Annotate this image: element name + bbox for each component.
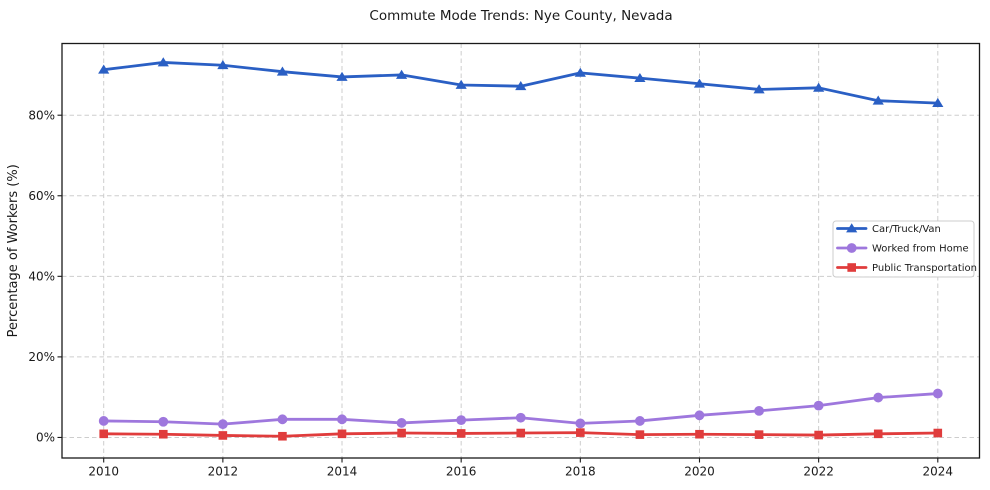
car-truck-van-marker — [753, 84, 765, 94]
legend-square-marker — [847, 263, 856, 272]
public-transportation-marker — [397, 428, 406, 438]
car-truck-van-marker — [872, 95, 884, 105]
series-public-transportation — [99, 428, 943, 441]
worked-from-home-marker — [873, 392, 884, 403]
plot-frame — [61, 42, 981, 459]
car-truck-van-marker — [813, 82, 825, 92]
y-tick-label: 20% — [28, 350, 55, 364]
worked-from-home-marker — [575, 418, 586, 429]
public-transportation-marker — [278, 431, 287, 441]
public-transportation-marker — [635, 430, 645, 439]
public-transportation-marker — [933, 428, 943, 438]
worked-from-home-marker — [754, 405, 764, 416]
legend-item-public-transportation: Public Transportation — [836, 263, 977, 274]
axis-ticks: 2010 2012 2014 2016 2018 2020 2022 2024 0% 20% 40%… — [28, 108, 953, 478]
car-truck-van-marker — [693, 78, 706, 88]
legend-label: Worked from Home — [872, 244, 969, 255]
public-transportation-marker — [337, 429, 347, 439]
public-transportation-marker — [99, 429, 109, 439]
public-transportation-marker — [456, 429, 466, 438]
series-worked-from-home — [98, 388, 943, 430]
car-truck-van-marker — [574, 67, 586, 77]
public-transportation-marker — [158, 429, 168, 439]
x-tick-label: 2010 — [88, 465, 119, 479]
car-truck-van-marker — [515, 80, 527, 91]
car-truck-van-marker — [98, 64, 110, 74]
public-transportation-marker — [873, 429, 883, 439]
car-truck-van-marker — [395, 69, 408, 79]
x-tick-label: 2020 — [684, 465, 715, 479]
car-truck-van-marker — [217, 60, 229, 70]
worked-from-home-marker — [217, 419, 228, 430]
car-truck-van-marker — [276, 66, 289, 76]
worked-from-home-marker — [932, 388, 943, 399]
public-transportation-marker — [576, 428, 585, 437]
public-transportation-marker — [516, 428, 526, 438]
legend-triangle-marker — [846, 223, 858, 233]
car-truck-van-marker — [634, 72, 646, 83]
public-transportation-marker — [695, 429, 704, 439]
public-transportation-marker — [814, 430, 823, 440]
worked-from-home-marker — [694, 410, 705, 421]
y-axis-label: Percentage of Workers (%) — [6, 164, 21, 337]
y-tick-label: 60% — [28, 189, 55, 203]
worked-from-home-marker — [813, 400, 824, 411]
y-tick-label: 40% — [28, 270, 55, 284]
worked-from-home-marker — [515, 412, 526, 423]
x-tick-label: 2012 — [208, 465, 239, 479]
x-tick-label: 2018 — [565, 465, 596, 479]
x-tick-label: 2022 — [803, 465, 834, 479]
car-truck-van-marker — [336, 71, 348, 81]
legend-label: Car/Truck/Van — [872, 224, 941, 235]
y-tick-label: 80% — [28, 108, 55, 122]
worked-from-home-marker — [277, 414, 288, 425]
worked-from-home-marker — [456, 415, 467, 426]
public-transportation-marker — [754, 430, 764, 439]
legend-item-car-truck-van: Car/Truck/Van — [836, 223, 941, 235]
legend: Car/Truck/Van Worked from Home Public Tran… — [832, 220, 977, 278]
car-truck-van-marker — [455, 79, 467, 89]
car-truck-van-marker — [157, 57, 169, 67]
chart-title: Commute Mode Trends: Nye County, Nevada — [369, 8, 673, 24]
legend-box — [832, 220, 975, 278]
worked-from-home-marker — [98, 416, 109, 426]
x-tick-label: 2024 — [923, 465, 954, 479]
legend-circle-marker — [846, 243, 857, 253]
car-truck-van-marker — [932, 97, 944, 108]
worked-from-home-marker — [396, 418, 407, 428]
public-transportation-marker — [218, 431, 228, 440]
series-car-truck-van — [98, 57, 944, 108]
legend-item-worked-from-home: Worked from Home — [836, 243, 969, 255]
x-tick-label: 2014 — [327, 465, 358, 479]
worked-from-home-marker — [158, 416, 169, 427]
y-tick-label: 0% — [36, 431, 55, 445]
legend-label: Public Transportation — [872, 263, 977, 274]
worked-from-home-marker — [635, 416, 645, 426]
worked-from-home-marker — [337, 414, 347, 425]
x-tick-label: 2016 — [446, 465, 477, 479]
